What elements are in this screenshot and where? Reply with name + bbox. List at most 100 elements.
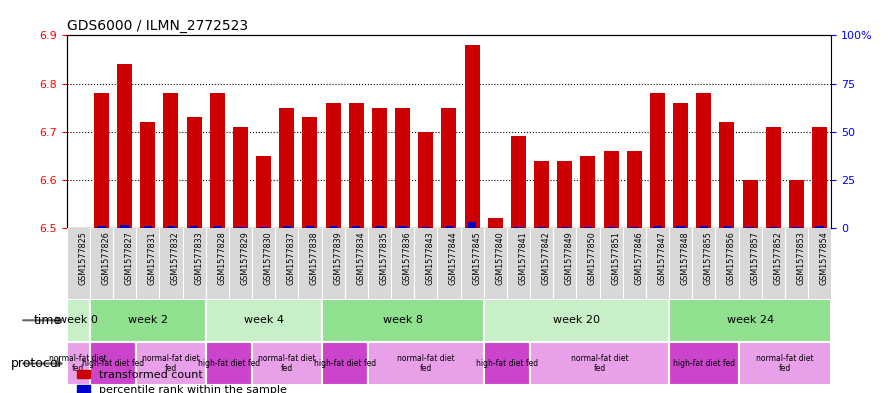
Text: GSM1577831: GSM1577831 (148, 231, 156, 285)
Text: GSM1577833: GSM1577833 (194, 231, 203, 285)
Text: GSM1577829: GSM1577829 (240, 231, 250, 285)
Text: GDS6000 / ILMN_2772523: GDS6000 / ILMN_2772523 (67, 19, 248, 33)
Bar (444, 226, 453, 228)
Bar (673, 103, 688, 228)
Bar (442, 108, 456, 228)
Bar (136, 342, 205, 385)
Text: GSM1577839: GSM1577839 (333, 231, 342, 285)
Text: GSM1577828: GSM1577828 (217, 231, 227, 285)
Text: GSM1577850: GSM1577850 (588, 231, 597, 285)
Text: GSM1577846: GSM1577846 (634, 231, 644, 285)
Bar (677, 226, 685, 228)
Text: normal-fat diet
fed: normal-fat diet fed (397, 354, 454, 373)
Text: GSM1577834: GSM1577834 (356, 231, 365, 285)
Text: protocol: protocol (12, 357, 62, 370)
Text: GSM1577841: GSM1577841 (518, 231, 527, 285)
Bar (395, 108, 410, 228)
Bar (669, 299, 831, 342)
Bar (236, 227, 244, 228)
Text: high-fat diet fed: high-fat diet fed (82, 359, 144, 368)
Bar (650, 93, 665, 228)
Bar (398, 226, 407, 228)
Text: GSM1577844: GSM1577844 (449, 231, 458, 285)
Text: normal-fat diet
fed: normal-fat diet fed (50, 354, 107, 373)
Text: GSM1577832: GSM1577832 (171, 231, 180, 285)
Text: time: time (34, 314, 62, 327)
Bar (815, 226, 824, 228)
Bar (418, 132, 433, 228)
Bar (164, 93, 179, 228)
Bar (213, 226, 221, 228)
Bar (167, 226, 175, 228)
Bar (719, 122, 734, 228)
Bar (421, 227, 430, 228)
Bar (669, 342, 739, 385)
Text: GSM1577835: GSM1577835 (380, 231, 388, 285)
Bar (94, 93, 109, 228)
Text: normal-fat diet
fed: normal-fat diet fed (142, 354, 200, 373)
Text: GSM1577827: GSM1577827 (124, 231, 133, 285)
Bar (97, 226, 106, 228)
Text: week 0: week 0 (59, 315, 98, 325)
Text: high-fat diet fed: high-fat diet fed (197, 359, 260, 368)
Bar (67, 342, 90, 385)
Bar (557, 161, 573, 228)
Bar (210, 93, 225, 228)
Bar (329, 226, 337, 228)
Bar (233, 127, 248, 228)
Bar (468, 222, 477, 228)
Text: GSM1577854: GSM1577854 (820, 231, 829, 285)
Bar (372, 108, 387, 228)
Text: GSM1577840: GSM1577840 (495, 231, 504, 285)
Text: GSM1577843: GSM1577843 (426, 231, 435, 285)
Text: high-fat diet fed: high-fat diet fed (673, 359, 735, 368)
Text: week 24: week 24 (726, 315, 773, 325)
Bar (348, 103, 364, 228)
Text: GSM1577848: GSM1577848 (681, 231, 690, 285)
Bar (322, 299, 484, 342)
Bar (352, 226, 360, 228)
Bar (769, 227, 778, 228)
Text: high-fat diet fed: high-fat diet fed (476, 359, 538, 368)
Bar (90, 299, 205, 342)
Text: GSM1577842: GSM1577842 (541, 231, 550, 285)
Text: GSM1577847: GSM1577847 (658, 231, 667, 285)
Bar (205, 342, 252, 385)
Bar (723, 226, 731, 228)
Bar (190, 226, 198, 228)
Bar (696, 93, 711, 228)
Bar (322, 342, 368, 385)
Text: GSM1577845: GSM1577845 (472, 231, 481, 285)
Bar (140, 122, 156, 228)
Bar (120, 225, 129, 228)
Legend: transformed count, percentile rank within the sample: transformed count, percentile rank withi… (76, 369, 287, 393)
Text: GSM1577852: GSM1577852 (773, 231, 782, 285)
Text: GSM1577855: GSM1577855 (704, 231, 713, 285)
Text: GSM1577853: GSM1577853 (797, 231, 805, 285)
Bar (534, 161, 549, 228)
Bar (256, 156, 271, 228)
Bar (653, 226, 661, 228)
Text: GSM1577825: GSM1577825 (78, 231, 87, 285)
Bar (511, 136, 526, 228)
Text: GSM1577837: GSM1577837 (287, 231, 296, 285)
Text: GSM1577830: GSM1577830 (264, 231, 273, 285)
Bar (368, 342, 484, 385)
Bar (627, 151, 642, 228)
Bar (765, 127, 781, 228)
Bar (187, 117, 202, 228)
Bar (630, 227, 638, 228)
Bar (302, 117, 317, 228)
Bar (283, 226, 291, 228)
Bar (252, 342, 322, 385)
Bar (484, 299, 669, 342)
Text: week 20: week 20 (553, 315, 600, 325)
Bar (604, 151, 619, 228)
Text: week 8: week 8 (382, 315, 422, 325)
Text: GSM1577838: GSM1577838 (310, 231, 319, 285)
Bar (530, 342, 669, 385)
Bar (205, 299, 322, 342)
Bar (488, 219, 503, 228)
Bar (581, 156, 596, 228)
Bar (607, 227, 615, 228)
